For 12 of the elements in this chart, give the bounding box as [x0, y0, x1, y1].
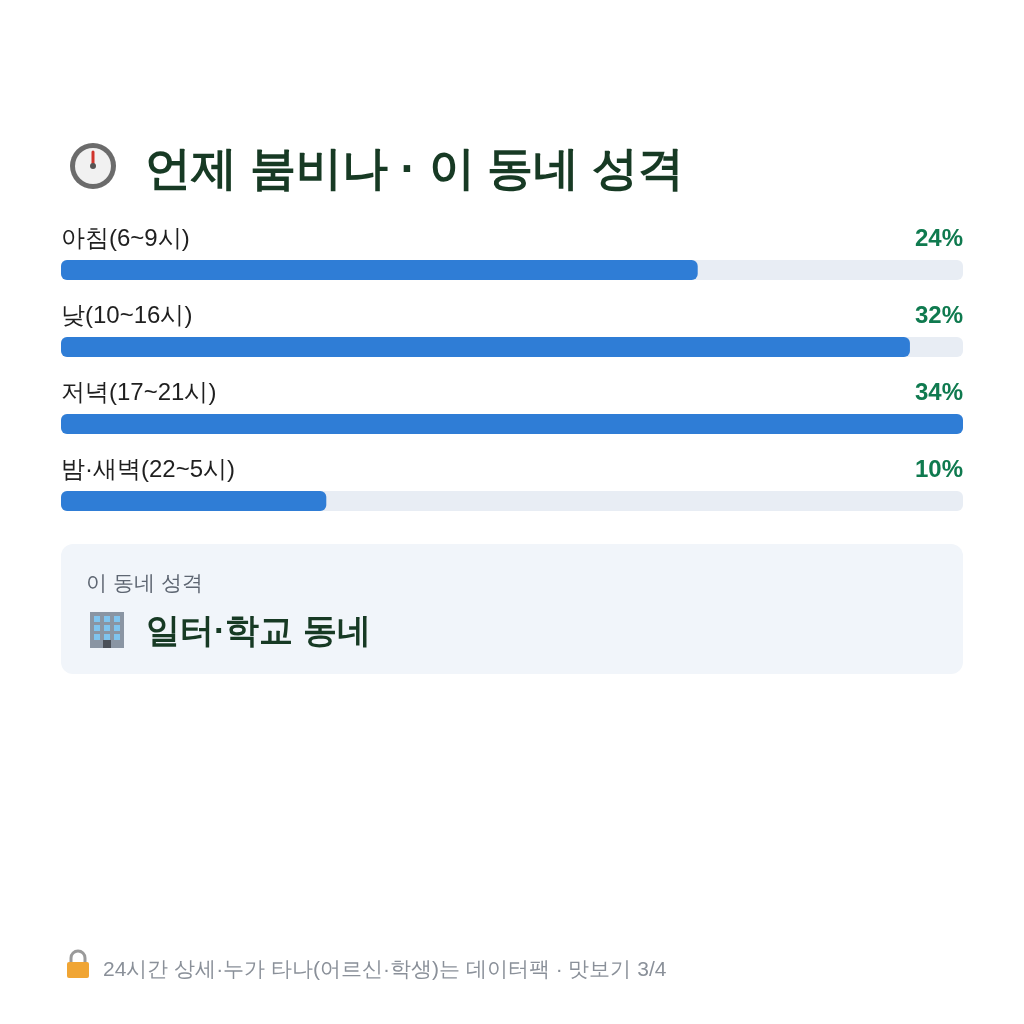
text: 일터·학교 동네 [146, 611, 371, 649]
y-tick-label: 밤·새벽(22~5시) [61, 455, 236, 482]
y-tick-label: 저녁(17~21시) [61, 378, 217, 405]
data-label: 34% [914, 378, 963, 405]
chart-title: 언제 붐비나 · 이 동네 성격 [145, 142, 685, 194]
y-tick-label: 아침(6~9시) [61, 224, 190, 251]
data-label: 10% [914, 455, 963, 482]
text: 이 동네 성격 [86, 571, 203, 594]
y-tick-label: 낮(10~16시) [61, 301, 193, 328]
data-label: 24% [914, 224, 963, 251]
text: 24시간 상세·누가 타나(어르신·학생)는 데이터팩 · 맛보기 3/4 [103, 957, 667, 980]
data-label: 32% [914, 301, 963, 328]
